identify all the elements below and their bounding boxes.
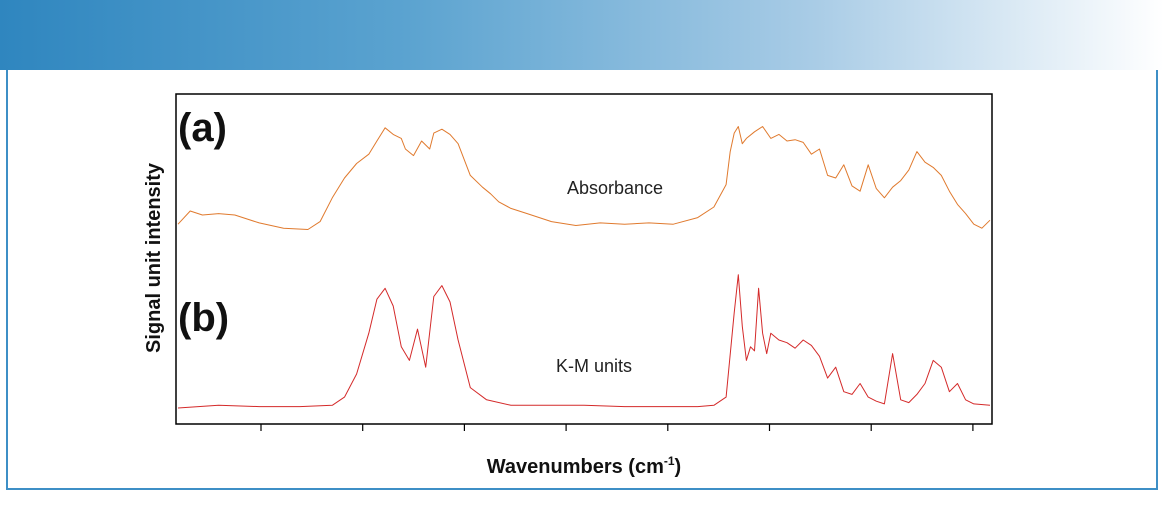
header-gradient-bar [0, 0, 1164, 70]
figure-frame [6, 70, 1158, 490]
x-axis-ticks [260, 424, 974, 431]
series-annotation-km-units: K-M units [556, 356, 632, 376]
series-lines [177, 126, 991, 409]
panel-label-a: (a) [178, 106, 227, 150]
series-line-km-units [177, 274, 991, 409]
y-axis-label: Signal unit intensity [143, 162, 165, 353]
series-line-absorbance [177, 126, 991, 230]
panel-label-b: (b) [178, 296, 229, 340]
series-annotation-absorbance: Absorbance [567, 178, 663, 198]
x-axis-label: Wavenumbers (cm-1) [487, 454, 681, 478]
plot-area-border [175, 93, 993, 425]
